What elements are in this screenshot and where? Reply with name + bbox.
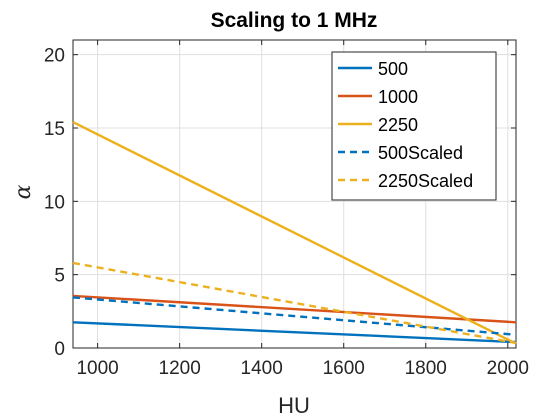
legend: 500 1000 2250 500Scaled 2250Scaled: [332, 52, 496, 200]
x-tick-label: 1200: [159, 358, 201, 379]
y-tick-label: 5: [54, 266, 65, 287]
legend-label-2250: 2250: [378, 115, 418, 135]
x-tick-label: 1000: [76, 358, 118, 379]
legend-label-500: 500: [378, 59, 408, 79]
y-tick-label: 0: [54, 339, 65, 360]
legend-label-500scaled: 500Scaled: [378, 143, 463, 163]
x-tick-label: 1800: [405, 358, 447, 379]
chart-title: Scaling to 1 MHz: [211, 9, 378, 32]
x-axis-label: HU: [278, 393, 310, 418]
y-tick-label: 20: [44, 46, 65, 67]
y-tick-label: 10: [44, 192, 65, 213]
x-tick-label: 1600: [323, 358, 365, 379]
y-axis-label: α: [11, 184, 36, 199]
x-tick-label: 1400: [241, 358, 283, 379]
legend-label-1000: 1000: [378, 87, 418, 107]
legend-label-2250scaled: 2250Scaled: [378, 171, 473, 191]
y-tick-label: 15: [44, 119, 65, 140]
x-tick-label: 2000: [487, 358, 529, 379]
